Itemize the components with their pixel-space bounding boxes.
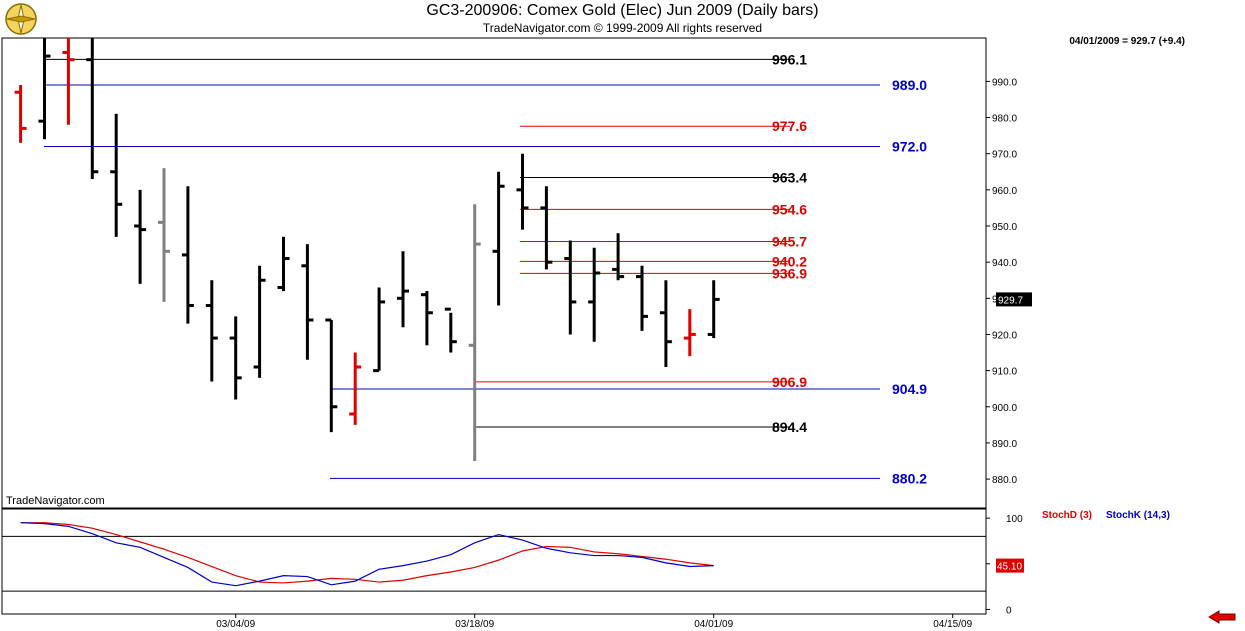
last-price-box xyxy=(996,292,1032,307)
price-y-tick-label: 990.0 xyxy=(992,77,1017,88)
stochastic-panel: 100 0 StochD (3) StochK (14,3) 45.10 03/04/09… xyxy=(1,508,1170,630)
x-tick-label: 04/15/09 xyxy=(933,619,972,630)
level-label: 954.6 xyxy=(772,201,807,217)
stoch-series-line xyxy=(20,522,714,587)
price-y-tick-label: 910.0 xyxy=(992,367,1017,378)
price-y-tick-label: 960.0 xyxy=(992,186,1017,197)
ohlc-bar xyxy=(707,280,720,339)
price-frame xyxy=(1,37,987,509)
ohlc-bar xyxy=(277,236,290,292)
x-tick-label: 03/18/09 xyxy=(455,619,494,630)
ohlc-bar xyxy=(373,287,386,373)
ohlc-bar xyxy=(205,280,218,382)
stoch-y-tick-label: 100 xyxy=(1006,514,1023,525)
ohlc-bar xyxy=(253,265,266,378)
x-tick-label: 04/01/09 xyxy=(694,619,733,630)
ohlc-bar xyxy=(636,265,648,331)
ohlc-bar xyxy=(38,38,51,140)
level-label: 894.4 xyxy=(772,419,807,435)
ohlc-bar xyxy=(444,307,457,353)
ohlc-bar xyxy=(659,280,672,367)
last-quote: 04/01/2009 = 929.7 (+9.4) xyxy=(1069,36,1185,47)
price-y-tick-label: 980.0 xyxy=(992,114,1017,125)
price-y-tick-label: 970.0 xyxy=(992,150,1017,161)
level-label: 904.9 xyxy=(892,381,927,397)
price-y-tick-label: 880.0 xyxy=(992,475,1017,486)
level-label: 963.4 xyxy=(772,170,807,186)
last-stoch-label: 45.10 xyxy=(997,562,1022,573)
ohlc-bar xyxy=(564,240,577,335)
chart-header: GC3-200906: Comex Gold (Elec) Jun 2009 (… xyxy=(0,0,1245,38)
last-price-label: 929.7 xyxy=(998,295,1023,306)
ohlc-bar xyxy=(14,85,27,143)
level-label: 945.7 xyxy=(772,234,807,250)
copyright-text: TradeNavigator.com © 1999-2009 All right… xyxy=(482,21,763,35)
ohlc-bar xyxy=(349,352,362,425)
level-label: 940.2 xyxy=(772,253,807,269)
price-y-tick-label: 900.0 xyxy=(992,403,1017,414)
level-label: 996.1 xyxy=(772,51,807,67)
left-arrow-icon[interactable] xyxy=(1207,610,1237,629)
ohlc-bar xyxy=(397,251,409,328)
level-label: 906.9 xyxy=(772,374,807,390)
compass-logo-icon[interactable] xyxy=(4,2,38,36)
ohlc-bar xyxy=(492,171,505,306)
ohlc-bar xyxy=(229,316,242,400)
ohlc-bar xyxy=(516,153,529,230)
last-stoch-box xyxy=(996,558,1024,573)
ohlc-bar xyxy=(158,168,170,302)
price-y-tick-label: 950.0 xyxy=(992,222,1017,233)
ohlc-bar xyxy=(325,318,338,433)
ohlc-bar xyxy=(612,233,625,281)
level-label: 936.9 xyxy=(772,265,807,281)
stoch-series-line xyxy=(20,522,714,584)
ohlc-bar xyxy=(110,113,123,237)
ohlc-bar xyxy=(181,186,194,324)
price-y-tick-label: 920.0 xyxy=(992,330,1017,341)
ohlc-bar xyxy=(468,204,481,461)
price-panel: 880.0890.0900.0910.0920.0930.0940.0950.0… xyxy=(1,37,1032,509)
stoch-y-tick-label: 0 xyxy=(1006,605,1012,616)
price-y-tick-label: 890.0 xyxy=(992,439,1017,450)
level-label: 989.0 xyxy=(892,77,927,93)
watermark: TradeNavigator.com xyxy=(6,495,105,507)
level-label: 977.6 xyxy=(772,118,807,134)
ohlc-bar xyxy=(62,38,75,125)
ohlc-bar xyxy=(588,247,601,342)
ohlc-bar xyxy=(134,189,147,284)
ohlc-bar xyxy=(420,291,433,346)
ohlc-bar xyxy=(301,244,314,360)
ohlc-bar xyxy=(86,38,99,179)
ohlc-bar xyxy=(540,186,553,270)
x-tick-label: 03/04/09 xyxy=(216,619,255,630)
level-label: 972.0 xyxy=(892,138,927,154)
legend-stochd: StochD (3) xyxy=(1042,510,1092,521)
level-label: 880.2 xyxy=(892,470,927,486)
price-y-tick-label: 940.0 xyxy=(992,258,1017,269)
chart-title: GC3-200906: Comex Gold (Elec) Jun 2009 (… xyxy=(426,2,819,19)
legend-stochk: StochK (14,3) xyxy=(1106,510,1170,521)
ohlc-bar xyxy=(683,309,696,357)
stoch-frame xyxy=(1,508,987,615)
